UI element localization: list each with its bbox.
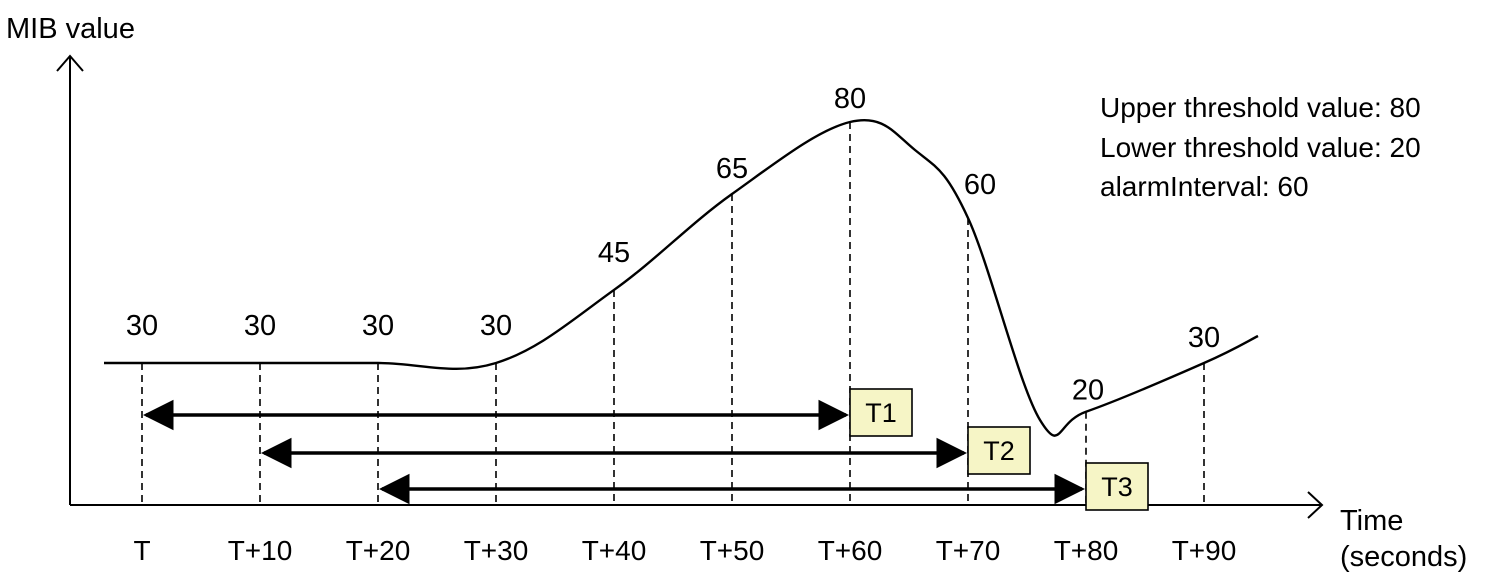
value-label: 60 (964, 169, 996, 201)
x-tick-label: T+30 (464, 535, 529, 566)
sample-drop-lines (141, 122, 1205, 505)
x-tick-label: T+80 (1054, 535, 1119, 566)
value-label: 30 (480, 310, 512, 342)
value-label: 30 (244, 310, 276, 342)
note-alarm-interval: alarmInterval: 60 (1100, 171, 1309, 202)
x-tick-label: T (133, 535, 150, 566)
value-labels: 30 30 30 30 45 65 80 60 20 30 (126, 83, 1220, 407)
x-tick-label: T+90 (1172, 535, 1237, 566)
timer-label-t1: T1 (865, 398, 897, 428)
x-axis-label: Time (seconds) (1340, 505, 1467, 573)
x-tick-label: T+20 (346, 535, 411, 566)
value-label: 80 (834, 83, 866, 115)
mib-value-curve (103, 119, 1259, 437)
note-lower-threshold: Lower threshold value: 20 (1100, 132, 1421, 163)
x-tick-label: T+10 (228, 535, 293, 566)
timer-box-t2 (967, 426, 1031, 475)
x-tick-labels: T T+10 T+20 T+30 T+40 T+50 T+60 T+70 T+80 T+90 (133, 535, 1236, 566)
y-axis-arrow-icon (56, 54, 84, 72)
y-axis-label: MIB value (6, 13, 135, 45)
timer-label-t2: T2 (983, 436, 1015, 466)
timer-box-t1 (849, 388, 913, 437)
value-label: 45 (598, 237, 630, 269)
timer-box-t3 (1085, 462, 1149, 511)
note-upper-threshold: Upper threshold value: 80 (1100, 92, 1421, 123)
value-label: 30 (362, 310, 394, 342)
x-tick-label: T+40 (582, 535, 647, 566)
x-tick-label: T+60 (818, 535, 883, 566)
x-tick-label: T+70 (936, 535, 1001, 566)
x-tick-label: T+50 (700, 535, 765, 566)
x-axis-arrow-icon (1307, 491, 1324, 519)
value-label: 30 (1188, 322, 1220, 354)
value-label: 20 (1072, 375, 1104, 407)
value-label: 30 (126, 310, 158, 342)
timer-label-t3: T3 (1101, 472, 1133, 502)
value-label: 65 (716, 153, 748, 185)
alarm-intervals: T1 T2 T3 (142, 388, 1149, 511)
